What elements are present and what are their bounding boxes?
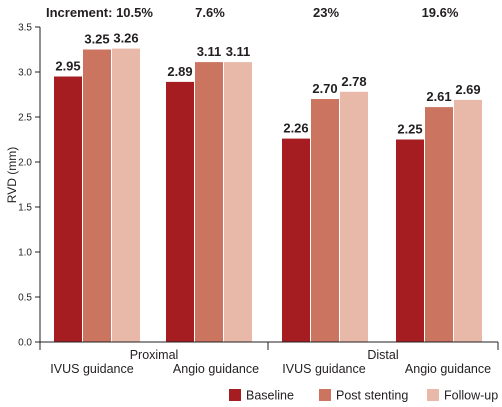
bar [83,49,111,342]
y-tick-label: 1.0 [18,248,32,259]
value-label: 3.11 [226,44,251,59]
category-label: Angio guidance [405,362,491,376]
bars [54,48,482,343]
axes [39,27,499,350]
y-axis-ticks: 0.0 0.5 1.0 1.5 2.0 2.5 3.0 3.5 [18,23,40,349]
bar [224,62,252,342]
category-label: IVUS guidance [282,362,365,376]
bar [311,99,339,342]
y-axis-title: RVD (mm) [5,147,19,203]
legend-label: Baseline [246,389,294,403]
legend: Baseline Post stenting Follow-up [229,389,498,403]
y-tick-label: 3.5 [18,23,32,34]
bar [340,91,368,342]
bar [282,138,310,342]
increment-label: 23% [313,5,339,20]
category-label: IVUS guidance [50,362,133,376]
category-labels: IVUS guidance Angio guidance IVUS guidance… [50,362,491,376]
increment-label: 7.6% [195,5,225,20]
increment-label: Increment: 10.5% [46,5,153,20]
bar [396,139,424,342]
y-tick-label: 0.0 [18,338,32,349]
y-tick-label: 2.5 [18,113,32,124]
y-tick-label: 0.5 [18,293,32,304]
increment-labels: Increment: 10.5% 7.6% 23% 19.6% [46,5,459,20]
value-label: 2.89 [167,64,192,79]
value-label: 2.25 [397,122,422,137]
legend-label: Post stenting [336,389,408,403]
value-label: 2.78 [341,74,366,89]
bar [54,76,82,342]
y-tick-label: 1.5 [18,203,32,214]
value-label: 2.69 [455,82,480,97]
group-labels: Proximal Distal [130,348,399,362]
legend-swatch [229,389,241,401]
value-label: 3.25 [84,32,109,47]
group-label: Proximal [130,348,179,362]
group-label: Distal [367,348,398,362]
category-label: Angio guidance [173,362,259,376]
y-tick-label: 2.0 [18,158,32,169]
value-label: 2.70 [312,81,337,96]
increment-label: 19.6% [422,5,459,20]
value-label: 2.26 [283,121,308,136]
value-labels: 2.95 3.25 3.26 2.89 3.11 3.11 2.26 2.70 2.78 2.25… [55,31,480,137]
value-label: 3.26 [113,31,138,46]
bar [454,99,482,343]
bar [425,107,453,342]
bar [112,48,140,342]
legend-label: Follow-up [444,389,498,403]
bar [195,62,223,342]
value-label: 2.61 [426,89,451,104]
legend-swatch [319,389,331,401]
value-label: 2.95 [55,59,80,74]
value-label: 3.11 [197,44,222,59]
bar [166,81,194,343]
y-tick-label: 3.0 [18,68,32,79]
legend-swatch [427,389,439,401]
